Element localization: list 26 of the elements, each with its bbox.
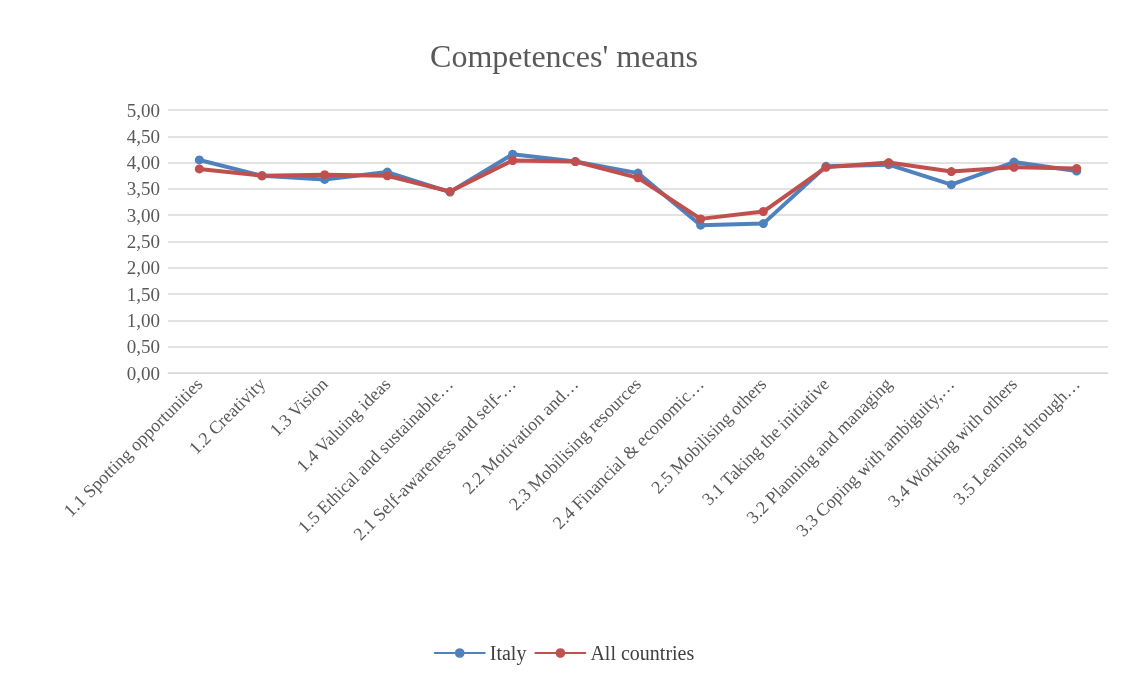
legend-label: Italy	[489, 642, 527, 665]
legend-label: All countries	[590, 642, 695, 664]
y-tick-label: 3,00	[126, 204, 160, 226]
y-tick-label: 0,50	[126, 336, 160, 358]
point	[758, 219, 768, 229]
chart-title: Competences' means	[430, 38, 698, 74]
point	[194, 155, 204, 165]
point	[633, 173, 643, 183]
y-tick-label: 5,00	[126, 99, 160, 121]
y-tick-label: 1,00	[126, 309, 160, 331]
point	[696, 214, 706, 224]
y-tick-label: 3,50	[126, 178, 160, 200]
y-tick-label: 4,50	[126, 125, 160, 147]
y-tick-label: 2,00	[126, 257, 160, 279]
y-tick-label: 2,50	[126, 231, 160, 252]
point	[382, 171, 392, 181]
point	[194, 164, 204, 174]
y-tick-label: 0,00	[126, 362, 160, 384]
point	[946, 180, 956, 190]
point	[1009, 162, 1019, 172]
point	[758, 207, 768, 217]
point	[320, 170, 330, 180]
y-tick-label: 1,50	[126, 283, 160, 305]
point	[508, 156, 518, 165]
point	[946, 167, 956, 177]
y-tick-label: 4,00	[126, 152, 160, 174]
